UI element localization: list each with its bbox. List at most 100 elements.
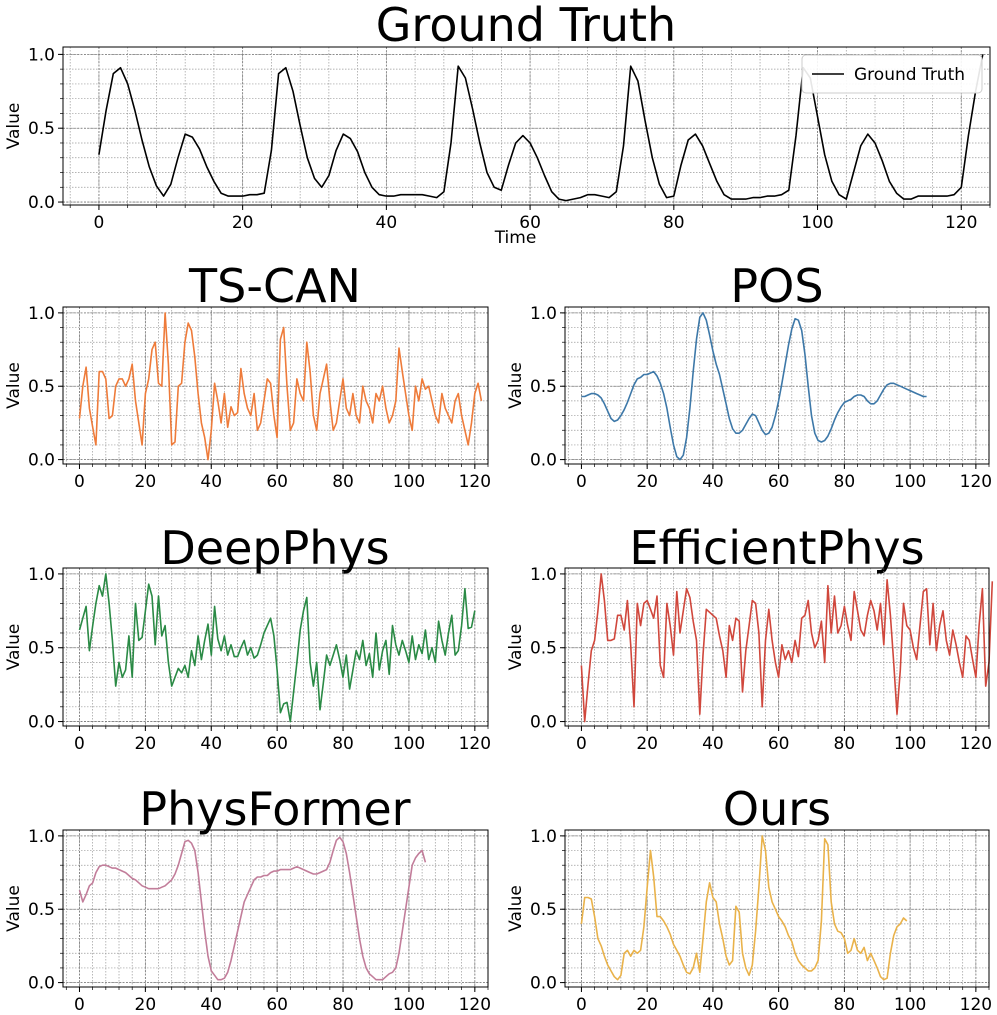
x-tick-label: 100 xyxy=(894,472,926,492)
x-tick-label: 20 xyxy=(636,472,658,492)
x-tick-label: 40 xyxy=(200,995,222,1015)
ground-truth-ylabel: Value xyxy=(4,103,24,150)
x-tick-label: 20 xyxy=(135,734,157,754)
deepphys-axes-frame xyxy=(62,567,489,727)
x-tick-label: 80 xyxy=(663,213,685,233)
x-tick-label: 20 xyxy=(135,472,157,492)
x-tick-label: 20 xyxy=(636,995,658,1015)
x-tick-label: 20 xyxy=(636,734,658,754)
ground-truth-xlabel: Time xyxy=(494,228,537,248)
x-tick-label: 80 xyxy=(332,472,354,492)
efficientphys-axes-frame xyxy=(564,567,990,727)
x-tick-label: 80 xyxy=(332,734,354,754)
x-tick-label: 80 xyxy=(332,995,354,1015)
ts-can-grid xyxy=(63,307,489,464)
x-tick-label: 120 xyxy=(459,734,491,754)
y-tick-label: 0.0 xyxy=(530,713,557,733)
efficientphys-chart: EfficientPhys 0 20 40 60 80 100 120 0.0 0.5 1.0 Val… xyxy=(506,521,994,754)
y-tick-label: 0.0 xyxy=(28,974,55,994)
x-tick-label: 60 xyxy=(519,213,541,233)
x-tick-label: 40 xyxy=(200,472,222,492)
x-tick-label: 0 xyxy=(576,472,587,492)
pos-series-line xyxy=(581,312,927,461)
y-tick-label: 1.0 xyxy=(28,45,55,65)
efficientphys-grid xyxy=(565,568,990,726)
physformer-ylabel: Value xyxy=(4,885,24,932)
y-tick-label: 0.5 xyxy=(530,377,557,397)
y-tick-label: 1.0 xyxy=(530,565,557,585)
x-tick-label: 40 xyxy=(200,734,222,754)
legend-label: Ground Truth xyxy=(854,65,965,85)
physformer-title: PhysFormer xyxy=(139,782,410,836)
y-tick-label: 0.5 xyxy=(28,900,55,920)
physformer-grid xyxy=(63,830,489,987)
y-tick-label: 0.0 xyxy=(530,451,557,471)
y-tick-label: 1.0 xyxy=(28,565,55,585)
x-tick-label: 40 xyxy=(376,213,398,233)
x-tick-label: 120 xyxy=(960,995,992,1015)
x-tick-label: 60 xyxy=(768,995,790,1015)
x-tick-label: 120 xyxy=(459,995,491,1015)
x-tick-label: 60 xyxy=(266,472,288,492)
ground-truth-chart: Ground Truth 0 20 40 60 80 100 120 0.0 0.5 1.0 Valu… xyxy=(4,0,991,248)
x-tick-label: 80 xyxy=(834,472,856,492)
x-tick-label: 100 xyxy=(894,734,926,754)
y-tick-label: 0.0 xyxy=(28,451,55,471)
y-tick-label: 1.0 xyxy=(530,827,557,847)
efficientphys-series-line xyxy=(580,573,994,723)
physformer-chart: PhysFormer 0 20 40 60 80 100 120 0.0 0.5 1.0 Value xyxy=(4,782,491,1015)
y-tick-label: 0.0 xyxy=(28,193,55,213)
x-tick-label: 40 xyxy=(702,472,724,492)
y-tick-label: 0.5 xyxy=(28,377,55,397)
x-tick-label: 120 xyxy=(945,213,977,233)
x-tick-label: 80 xyxy=(834,734,856,754)
legend-box xyxy=(801,54,983,94)
ts-can-ylabel: Value xyxy=(4,362,24,409)
deepphys-title: DeepPhys xyxy=(160,521,389,575)
x-tick-label: 0 xyxy=(74,734,85,754)
x-tick-label: 100 xyxy=(894,995,926,1015)
physformer-axes-frame xyxy=(62,829,489,988)
y-tick-label: 0.5 xyxy=(530,900,557,920)
x-tick-label: 40 xyxy=(702,995,724,1015)
ours-chart: Ours 0 20 40 60 80 100 120 0.0 0.5 1.0 Value xyxy=(506,782,992,1015)
ours-axes-frame xyxy=(564,829,990,988)
x-tick-label: 40 xyxy=(702,734,724,754)
y-tick-label: 0.0 xyxy=(28,713,55,733)
x-tick-label: 80 xyxy=(834,995,856,1015)
x-tick-label: 0 xyxy=(94,213,105,233)
x-tick-label: 60 xyxy=(768,734,790,754)
x-tick-label: 20 xyxy=(232,213,254,233)
ground-truth-legend: Ground Truth xyxy=(801,54,983,94)
pos-ylabel: Value xyxy=(506,362,526,409)
x-tick-label: 120 xyxy=(459,472,491,492)
ground-truth-axes-frame xyxy=(62,46,991,206)
x-tick-label: 60 xyxy=(266,995,288,1015)
pos-title: POS xyxy=(730,259,823,313)
y-tick-label: 0.5 xyxy=(530,639,557,659)
efficientphys-title: EfficientPhys xyxy=(629,521,924,575)
x-tick-label: 60 xyxy=(768,472,790,492)
x-tick-label: 0 xyxy=(74,472,85,492)
pos-chart: POS 0 20 40 60 80 100 120 0.0 0.5 1.0 Value xyxy=(506,259,992,492)
pos-axes-frame xyxy=(564,306,990,465)
pos-grid xyxy=(565,307,990,464)
ts-can-title: TS-CAN xyxy=(188,259,361,313)
physformer-series-line xyxy=(78,836,427,981)
y-tick-label: 0.5 xyxy=(28,639,55,659)
x-tick-label: 60 xyxy=(266,734,288,754)
y-tick-label: 1.0 xyxy=(530,304,557,324)
deepphys-series-line xyxy=(78,573,476,723)
x-tick-label: 120 xyxy=(960,734,992,754)
x-tick-label: 20 xyxy=(135,995,157,1015)
y-tick-label: 1.0 xyxy=(28,304,55,324)
x-tick-label: 100 xyxy=(393,472,425,492)
ours-series-line xyxy=(580,835,908,981)
ts-can-axes-frame xyxy=(62,306,489,465)
x-tick-label: 100 xyxy=(801,213,833,233)
ours-ylabel: Value xyxy=(506,885,526,932)
deepphys-chart: DeepPhys 0 20 40 60 80 100 120 0.0 0.5 1.0 Value xyxy=(4,521,491,754)
ground-truth-series-line xyxy=(98,54,984,202)
ground-truth-title: Ground Truth xyxy=(376,0,676,52)
